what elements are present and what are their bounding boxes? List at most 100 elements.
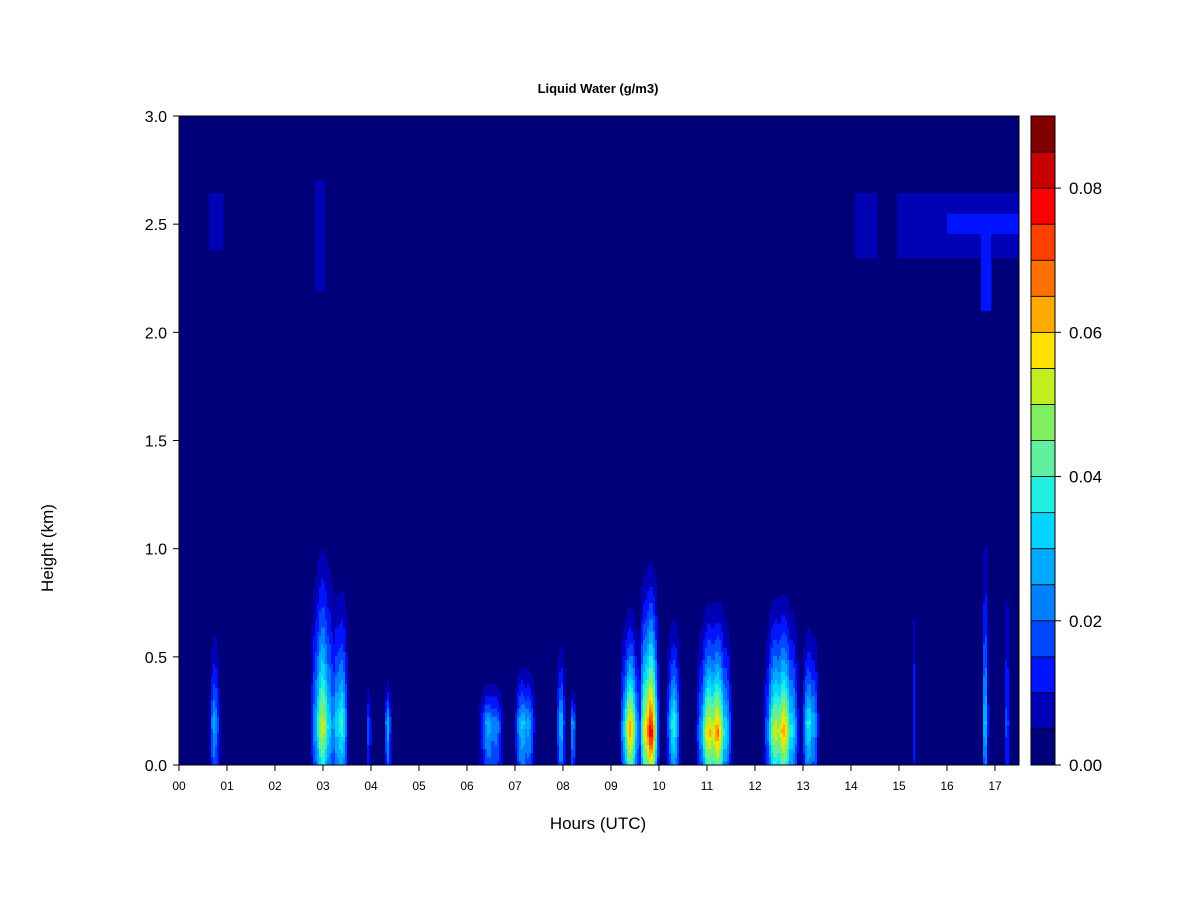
heat-cell: [705, 647, 722, 652]
heat-cell: [677, 708, 680, 713]
heat-cell: [643, 760, 646, 766]
heat-cell: [705, 732, 708, 738]
heat-cell: [913, 631, 916, 636]
heat-cell: [715, 760, 722, 766]
heat-cell: [343, 623, 348, 628]
heat-cell: [769, 683, 772, 689]
heat-cell: [793, 712, 796, 717]
heat-cell: [985, 740, 988, 746]
heat-cell: [483, 712, 486, 717]
heat-cell: [641, 663, 644, 669]
heat-cell: [389, 696, 392, 701]
heat-cell: [339, 716, 344, 721]
heat-cell: [325, 663, 328, 669]
heat-cell: [855, 253, 878, 259]
heat-cell: [805, 720, 808, 725]
heat-cell: [803, 675, 806, 681]
heat-cell: [669, 700, 672, 705]
heat-cell: [715, 704, 720, 709]
colorbar-swatch: [1030, 512, 1056, 550]
heat-cell: [559, 712, 564, 717]
heat-cell: [637, 756, 640, 762]
heat-cell: [563, 679, 566, 685]
heat-cell: [631, 675, 634, 681]
heat-cell: [627, 614, 636, 620]
heat-cell: [673, 675, 676, 681]
heat-cell: [621, 647, 626, 652]
heat-cell: [209, 708, 212, 713]
heat-cell: [561, 667, 564, 673]
heat-cell: [625, 724, 628, 729]
heat-cell: [727, 691, 730, 697]
heat-cell: [797, 712, 800, 717]
heat-cell: [647, 627, 654, 632]
heat-cell: [771, 704, 774, 709]
heat-cell: [781, 744, 786, 750]
heat-cell: [213, 712, 216, 717]
heat-cell: [333, 635, 336, 640]
heat-cell: [329, 704, 332, 709]
heat-cell: [789, 647, 796, 652]
heat-cell: [559, 756, 564, 762]
heat-cell: [331, 696, 336, 701]
heat-cell: [723, 756, 728, 762]
heat-cell: [341, 659, 344, 664]
heat-cell: [625, 712, 628, 717]
heat-cell: [675, 756, 678, 762]
heat-cell: [981, 274, 992, 279]
heat-cell: [217, 744, 220, 750]
heat-cell: [701, 687, 704, 693]
heat-cell: [699, 683, 702, 689]
heat-cell: [771, 712, 774, 717]
heat-cell: [803, 744, 806, 750]
heat-cell: [331, 752, 336, 758]
heat-cell: [625, 663, 628, 669]
heat-cell: [627, 736, 630, 742]
heat-cell: [721, 667, 724, 673]
heat-cell: [797, 663, 800, 669]
heat-cell: [707, 643, 722, 648]
heat-cell: [673, 704, 676, 709]
heat-cell: [483, 728, 486, 733]
heat-cell: [913, 643, 916, 648]
heat-cell: [571, 696, 576, 701]
heat-cell: [573, 708, 576, 713]
heat-cell: [325, 760, 328, 766]
heat-cell: [805, 675, 812, 681]
heat-cell: [343, 756, 346, 762]
heat-cell: [315, 720, 318, 725]
heat-cell: [897, 225, 948, 230]
heat-cell: [653, 760, 656, 766]
heat-cell: [673, 732, 676, 738]
heat-cell: [983, 647, 988, 652]
heat-cell: [483, 748, 486, 754]
heat-cell: [327, 663, 330, 669]
heat-cell: [771, 635, 782, 640]
heat-cell: [335, 728, 340, 733]
heat-cell: [711, 728, 714, 733]
heat-cell: [789, 740, 794, 746]
heat-cell: [321, 643, 324, 648]
heat-cell: [479, 728, 482, 733]
heat-cell: [481, 732, 484, 738]
heat-cell: [559, 744, 564, 750]
heat-cell: [311, 736, 314, 742]
heat-cell: [367, 720, 370, 725]
heat-cell: [571, 728, 574, 733]
heat-cell: [703, 639, 708, 644]
heat-cell: [797, 736, 800, 742]
heat-cell: [347, 732, 350, 738]
heat-cell: [727, 740, 730, 746]
heat-cell: [627, 667, 630, 673]
heat-cell: [633, 740, 636, 746]
heat-cell: [793, 679, 796, 685]
heat-cell: [345, 655, 348, 660]
heat-cell: [641, 748, 644, 754]
heat-cell: [647, 740, 650, 746]
heat-cell: [315, 278, 326, 283]
heat-cell: [519, 760, 522, 766]
heat-cell: [643, 574, 656, 579]
heat-cell: [913, 704, 916, 709]
heat-cell: [797, 700, 800, 705]
heat-cell: [703, 651, 706, 656]
